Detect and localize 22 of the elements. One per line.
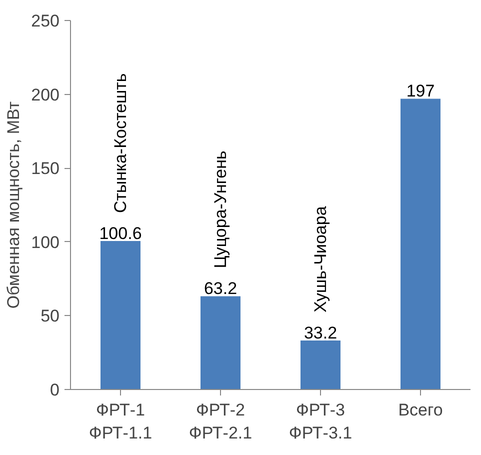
y-axis-title: Обменная мощность, МВт (4, 101, 24, 309)
bar (300, 340, 340, 390)
data-label: 197 (406, 82, 435, 101)
y-tick-label: 100 (31, 232, 60, 252)
bar (200, 296, 240, 390)
bar (400, 98, 440, 390)
annotation: Цуцора-Унгень (211, 150, 230, 268)
annotation: Стынка-Костешть (111, 73, 130, 214)
bar (100, 241, 140, 390)
x-tick-label: ФРТ-2 ФРТ-2.1 (188, 400, 252, 442)
x-tick-label: ФРТ-1 ФРТ-1.1 (88, 400, 152, 442)
y-tick-label: 250 (31, 12, 60, 30)
x-tick-label: ФРТ-3 ФРТ-3.1 (288, 400, 352, 442)
x-tick-label: Всего (398, 400, 443, 420)
y-tick-label: 150 (31, 159, 60, 178)
y-tick-label: 50 (40, 306, 60, 326)
y-tick-label: 0 (50, 380, 60, 400)
data-label: 100.6 (99, 224, 142, 244)
data-label: 33.2 (304, 323, 338, 342)
y-tick-label: 200 (31, 85, 60, 104)
annotation: Хушь-Чиоара (311, 206, 330, 312)
data-label: 63.2 (204, 279, 238, 298)
